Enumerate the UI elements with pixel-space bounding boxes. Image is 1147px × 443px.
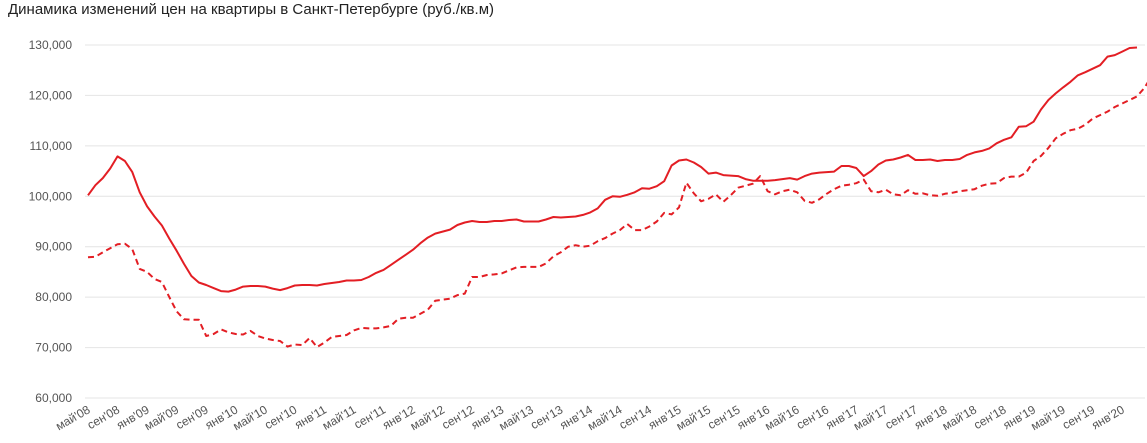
y-tick-label: 60,000 — [35, 391, 72, 405]
x-tick-label: сен'13 — [528, 402, 566, 432]
y-tick-label: 90,000 — [35, 240, 72, 254]
x-tick-label: сен'19 — [1060, 402, 1098, 432]
series-line-dashed — [87, 81, 1147, 349]
y-tick-label: 100,000 — [29, 189, 73, 203]
x-tick-label: сен'14 — [617, 402, 655, 432]
series-lines — [87, 46, 1147, 349]
y-tick-label: 130,000 — [29, 38, 73, 52]
y-tick-label: 80,000 — [35, 290, 72, 304]
y-tick-label: 120,000 — [29, 88, 73, 102]
x-tick-label: сен'09 — [173, 402, 211, 432]
x-tick-label: сен'12 — [439, 402, 477, 432]
x-tick-label: май'11 — [320, 402, 359, 432]
x-tick-label: сен'16 — [794, 402, 832, 432]
x-tick-label: сен'17 — [883, 402, 921, 432]
x-tick-label: сен'11 — [351, 402, 388, 431]
chart-title: Динамика изменений цен на квартиры в Сан… — [8, 1, 494, 18]
x-tick-label: сен'18 — [971, 402, 1009, 432]
y-axis-ticks: 60,000 70,000 80,000 90,000 100,000 110,000 12… — [29, 38, 73, 405]
x-tick-label: сен'08 — [85, 402, 123, 432]
x-axis-ticks: май'08сен'08янв'09май'09сен'09янв'10май'… — [53, 402, 1127, 433]
series-line-solid — [87, 46, 1138, 293]
x-tick-label: сен'10 — [262, 402, 300, 432]
y-tick-label: 70,000 — [35, 341, 72, 355]
x-tick-label: янв'20 — [1089, 402, 1127, 432]
gridlines — [85, 44, 1145, 399]
x-tick-label: сен'15 — [705, 402, 743, 432]
y-tick-label: 110,000 — [30, 139, 73, 153]
